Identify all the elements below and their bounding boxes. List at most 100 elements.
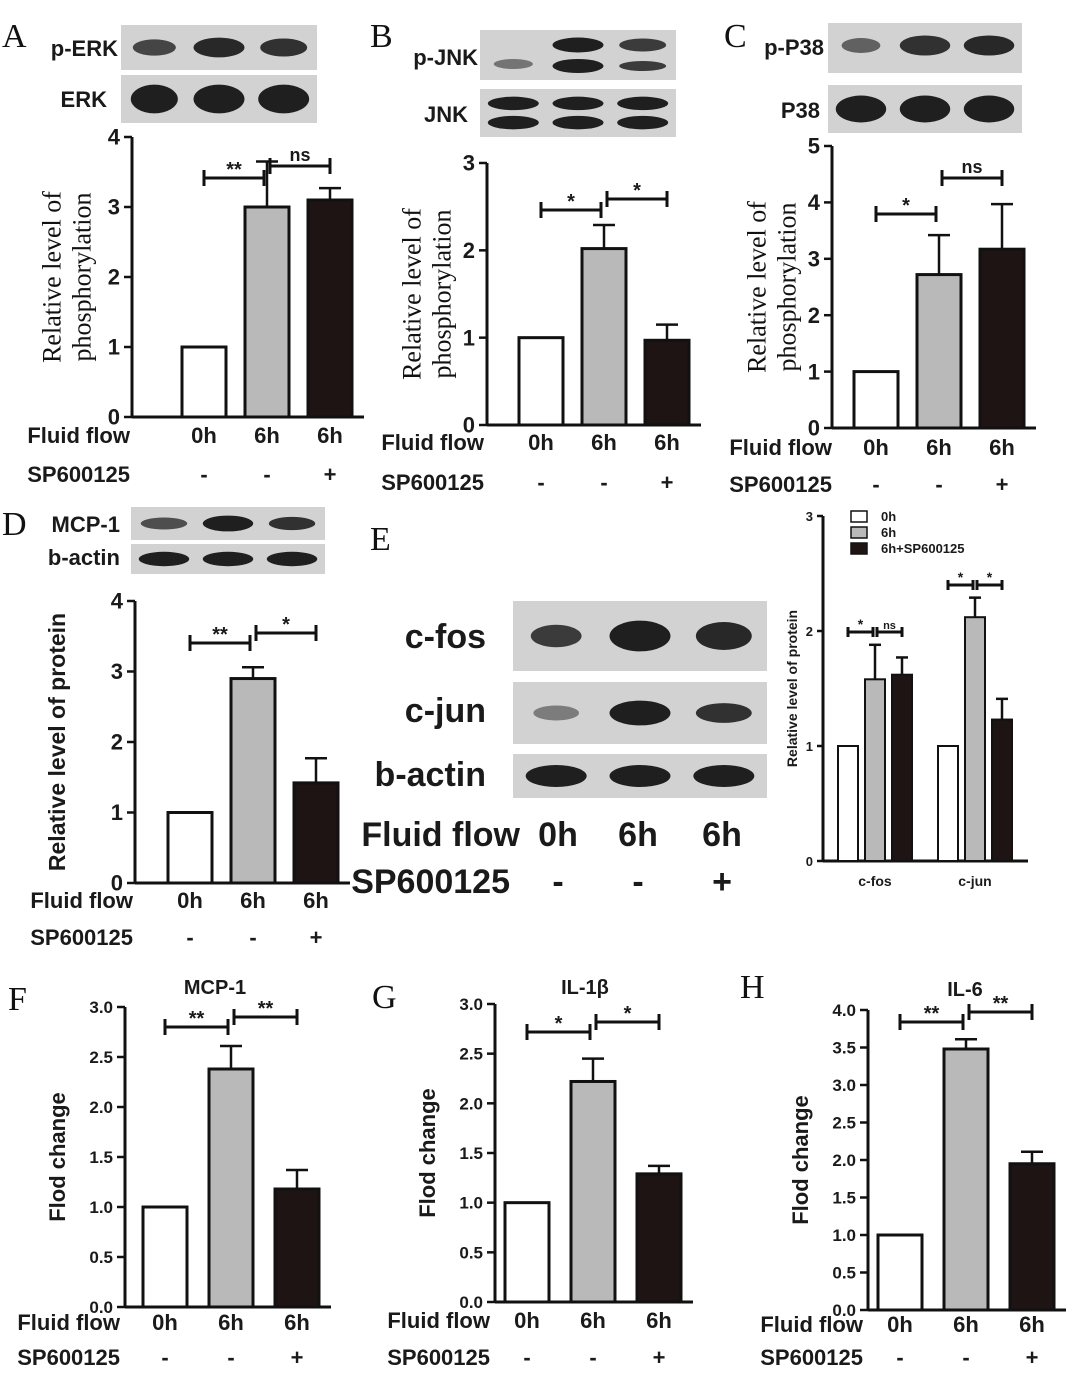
inhibitor-marker: + xyxy=(324,462,337,487)
blot-c-2-band-1 xyxy=(835,95,887,123)
significance-label-1: ** xyxy=(226,159,242,181)
y-tick-label: 2.0 xyxy=(832,1151,856,1170)
y-tick-label: 2.5 xyxy=(459,1045,483,1064)
blot-label: MCP-1 xyxy=(52,512,120,537)
row-label-sp600125: SP600125 xyxy=(351,863,510,901)
y-tick-label: 0 xyxy=(806,854,813,869)
blot-d-2-band-2 xyxy=(202,551,254,567)
blot-e-3-band-3 xyxy=(693,765,755,787)
x-tick-label: 0h xyxy=(887,1312,913,1337)
bar-1 xyxy=(852,370,900,430)
significance-bracket-2 xyxy=(875,627,904,637)
inhibitor-marker: - xyxy=(200,462,207,487)
y-tick-label: 4 xyxy=(808,190,821,215)
panel-h: IL-6 0.0 0.5 1.0 1.5 2.0 2.5 3.0 3.5 4.0 Flod chan… xyxy=(760,979,1066,1370)
blot-d-2-band-3 xyxy=(266,551,318,567)
blot-label: p-ERK xyxy=(51,36,118,61)
inhibitor-marker: - xyxy=(935,472,942,497)
x-tick-label: 6h xyxy=(240,888,266,913)
row-label-fluid-flow: Fluid flow xyxy=(361,816,520,854)
y-tick-label: 0 xyxy=(463,413,475,438)
y-tick-label: 5 xyxy=(808,134,820,159)
significance-bracket-4 xyxy=(975,580,1004,590)
blot-label: b-actin xyxy=(375,756,486,794)
blot-b-1-band-3 xyxy=(552,59,604,73)
x-tick-label: 6h xyxy=(284,1310,310,1335)
blot-e-2-band-2 xyxy=(609,700,671,726)
significance-bracket-2 xyxy=(268,158,332,174)
bar-0h-1 xyxy=(837,745,859,862)
significance-bracket-2 xyxy=(940,170,1004,186)
row-label-fluid-flow: Fluid flow xyxy=(30,888,134,913)
bar-3 xyxy=(978,247,1026,430)
bar-1 xyxy=(166,811,214,885)
significance-bracket-3 xyxy=(946,580,975,590)
row-label-sp600125: SP600125 xyxy=(760,1345,863,1370)
blot-e-2-band-1 xyxy=(533,705,580,721)
blot-label: p-JNK xyxy=(413,45,478,70)
panel-letter-d: D xyxy=(2,506,27,543)
bar-2 xyxy=(243,205,291,419)
y-tick-label: 0.0 xyxy=(89,1298,113,1317)
significance-label-2: ** xyxy=(993,993,1009,1015)
significance-label-1: ** xyxy=(924,1003,940,1025)
y-axis-label: Relative level of protein xyxy=(784,610,800,767)
significance-label-2: ** xyxy=(258,998,274,1020)
blot-label: JNK xyxy=(424,102,468,127)
blot-inhibitor: - xyxy=(552,863,563,901)
x-tick-label: 0h xyxy=(177,888,203,913)
significance-bracket-2 xyxy=(232,1009,299,1025)
significance-bracket-1 xyxy=(525,1024,592,1040)
blot-a-2-band-3 xyxy=(258,84,310,114)
bar-6h-1 xyxy=(864,678,886,862)
panel-letter-g: G xyxy=(372,979,397,1016)
blot-condition: 0h xyxy=(538,816,578,854)
bar-3 xyxy=(643,338,691,427)
y-tick-label: 2 xyxy=(808,303,820,328)
significance-label-2: * xyxy=(282,614,290,636)
significance-bracket-1 xyxy=(163,1019,230,1035)
chart-title: IL-1β xyxy=(561,977,609,999)
significance-label-2: ns xyxy=(289,145,310,165)
panel-letter-a: A xyxy=(2,18,27,55)
x-tick-label: 6h xyxy=(953,1312,979,1337)
y-tick-label: 1.5 xyxy=(832,1188,856,1207)
significance-bracket-2 xyxy=(254,625,318,641)
bar-2 xyxy=(207,1067,255,1309)
blot-d-1-band-2 xyxy=(202,515,254,532)
y-axis-label: Relative level ofphosphorylation xyxy=(38,191,97,363)
row-label-fluid-flow: Fluid flow xyxy=(381,430,485,455)
y-tick-label: 1.5 xyxy=(89,1148,113,1167)
bar-1 xyxy=(876,1233,924,1312)
row-label-sp600125: SP600125 xyxy=(30,925,133,950)
blot-c-2-band-3 xyxy=(963,95,1015,123)
y-axis-label: Flod change xyxy=(415,1088,440,1218)
y-tick-label: 2.5 xyxy=(832,1113,856,1132)
chart-title: MCP-1 xyxy=(184,977,246,999)
blot-b-2-membrane xyxy=(480,89,676,137)
significance-bracket-1 xyxy=(846,627,875,637)
significance-label-4: * xyxy=(987,569,993,585)
significance-label-1: * xyxy=(902,195,910,217)
blot-e-3-band-2 xyxy=(609,765,671,787)
inhibitor-marker: - xyxy=(600,470,607,495)
blot-inhibitor: + xyxy=(712,863,732,901)
row-label-sp600125: SP600125 xyxy=(381,470,484,495)
y-tick-label: 0 xyxy=(111,871,123,896)
bar-1 xyxy=(180,345,228,419)
blot-b-2-band-4 xyxy=(552,115,604,130)
panel-letter-f: F xyxy=(8,981,27,1018)
x-tick-label: 6h xyxy=(580,1308,606,1333)
blot-a-2-band-1 xyxy=(130,84,178,114)
blot-label: b-actin xyxy=(48,545,120,570)
y-tick-label: 1.5 xyxy=(459,1144,483,1163)
x-tick-label: 6h xyxy=(1019,1312,1045,1337)
bar-2 xyxy=(229,677,277,885)
bar-6h-sp600125-2 xyxy=(991,718,1013,862)
y-axis-label-line2: phosphorylation xyxy=(427,210,456,379)
blot-e-1-band-2 xyxy=(609,620,671,652)
panel-b: p-JNK JNK 0 1 2 3 Relative level ofphosphoryla… xyxy=(381,30,701,495)
y-axis-label: Flod change xyxy=(788,1095,813,1225)
